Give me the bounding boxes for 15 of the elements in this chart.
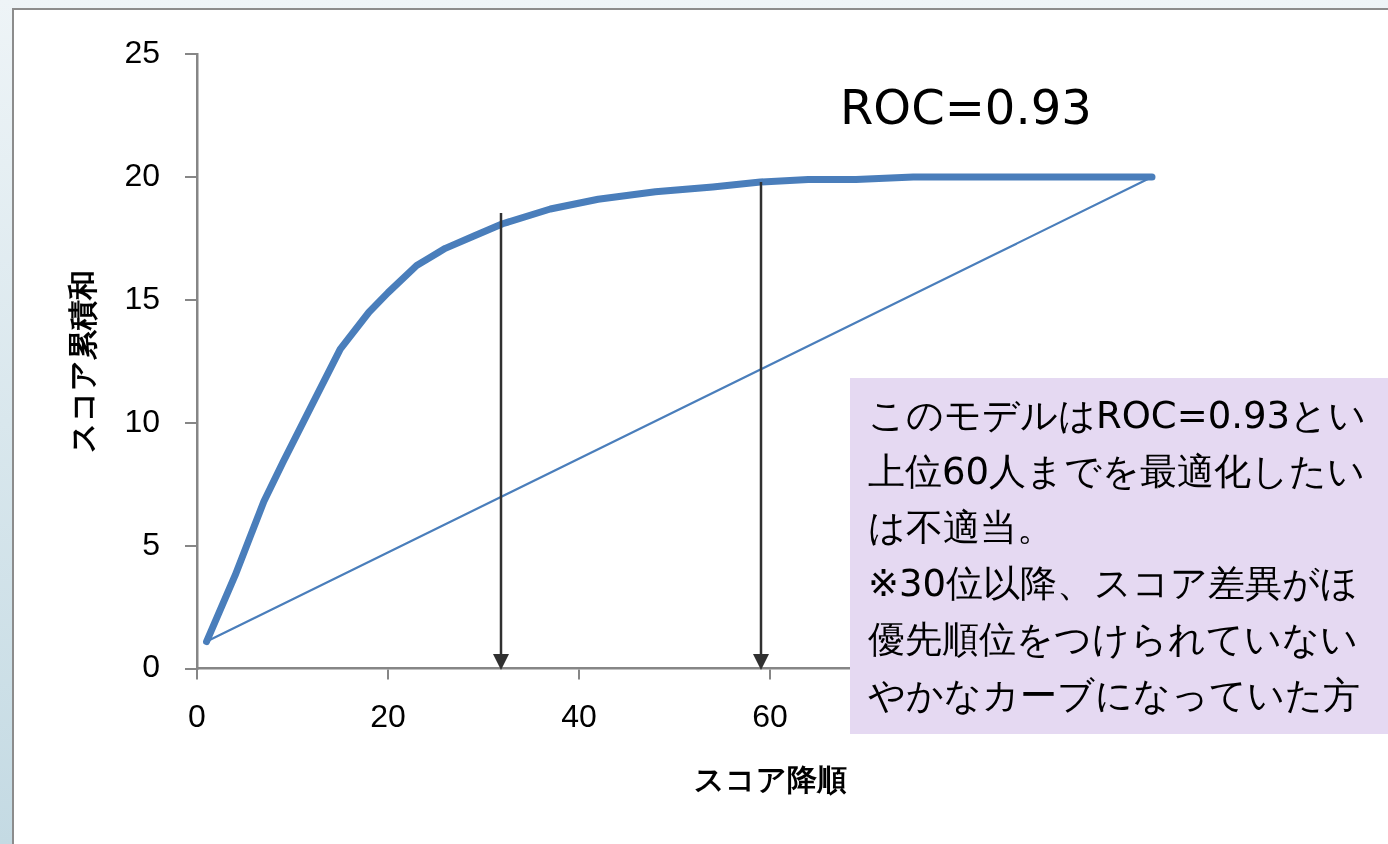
x-axis-title: スコア降順 [693, 761, 847, 797]
x-tick-label: 0 [188, 697, 206, 734]
x-tick-label: 60 [752, 697, 788, 734]
y-tick-label: 25 [124, 34, 160, 71]
x-tick-label: 20 [370, 697, 406, 734]
y-tick-label: 0 [142, 648, 160, 685]
y-tick-label: 10 [124, 402, 160, 439]
y-tick-label: 20 [124, 156, 160, 193]
y-tick-label: 5 [142, 525, 160, 562]
annotation: ※30位以降、スコア差異がほ優先順位をつけられていないやかなカーブになっていた方 [868, 561, 1361, 719]
annotation: このモデルはROC=0.93とい上位60人までを最適化したいは不適当。 [868, 393, 1368, 551]
y-tick-label: 15 [124, 279, 160, 316]
annotation: ROC=0.93 [840, 79, 1092, 135]
y-axis-title: スコア累積和 [64, 269, 100, 453]
x-tick-label: 40 [561, 697, 597, 734]
